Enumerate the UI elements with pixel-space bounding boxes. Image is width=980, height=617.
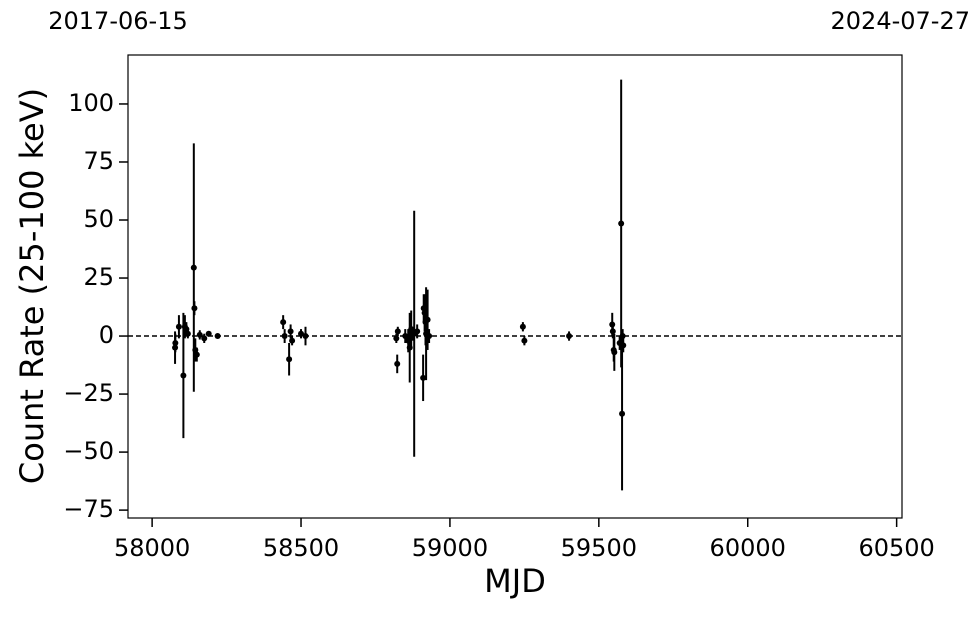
data-point (402, 333, 409, 340)
data-point (414, 328, 421, 335)
x-tick-label: 60000 (710, 534, 786, 562)
data-point (618, 220, 625, 227)
data-point (286, 356, 293, 363)
data-point (184, 330, 191, 337)
data-point (281, 333, 288, 340)
data-point (426, 333, 433, 340)
data-point (287, 328, 294, 335)
data-point (298, 330, 305, 337)
data-point (609, 328, 616, 335)
data-point (191, 305, 198, 312)
y-tick-label: 50 (83, 205, 114, 233)
x-tick-label: 58000 (114, 534, 190, 562)
top-date-label: 2017-06-15 (48, 7, 187, 35)
data-point (201, 335, 208, 342)
data-point (519, 323, 526, 330)
data-point (196, 331, 203, 338)
data-point (190, 264, 197, 271)
data-point (566, 333, 573, 340)
data-point (394, 328, 401, 335)
y-tick-label: −25 (63, 379, 114, 407)
data-point (205, 330, 212, 337)
data-point (175, 323, 182, 330)
x-tick-label: 60500 (858, 534, 934, 562)
data-point (214, 333, 221, 340)
y-tick-label: 100 (68, 89, 114, 117)
data-point (302, 333, 309, 340)
data-point (420, 374, 427, 381)
y-tick-label: 0 (99, 321, 114, 349)
plot-frame (127, 54, 903, 519)
data-point (620, 342, 627, 349)
x-tick-label: 58500 (263, 534, 339, 562)
y-tick-label: −50 (63, 437, 114, 465)
data-point (393, 335, 400, 342)
x-tick-label: 59500 (561, 534, 637, 562)
y-axis-label: Count Rate (25-100 keV) (13, 88, 51, 484)
data-point (394, 360, 401, 367)
x-axis-label: MJD (484, 562, 546, 600)
y-tick-label: −75 (63, 495, 114, 523)
data-point (619, 410, 626, 417)
data-point (172, 340, 179, 347)
data-point (280, 319, 287, 326)
data-point (193, 351, 200, 358)
y-tick-label: 25 (83, 263, 114, 291)
y-tick-label: 75 (83, 147, 114, 175)
data-point (611, 349, 618, 356)
data-point (289, 337, 296, 344)
data-point (619, 333, 626, 340)
data-point (180, 372, 187, 379)
top-date-label: 2024-07-27 (831, 7, 970, 35)
data-point (424, 316, 431, 323)
x-tick-label: 59000 (412, 534, 488, 562)
data-point (521, 337, 528, 344)
